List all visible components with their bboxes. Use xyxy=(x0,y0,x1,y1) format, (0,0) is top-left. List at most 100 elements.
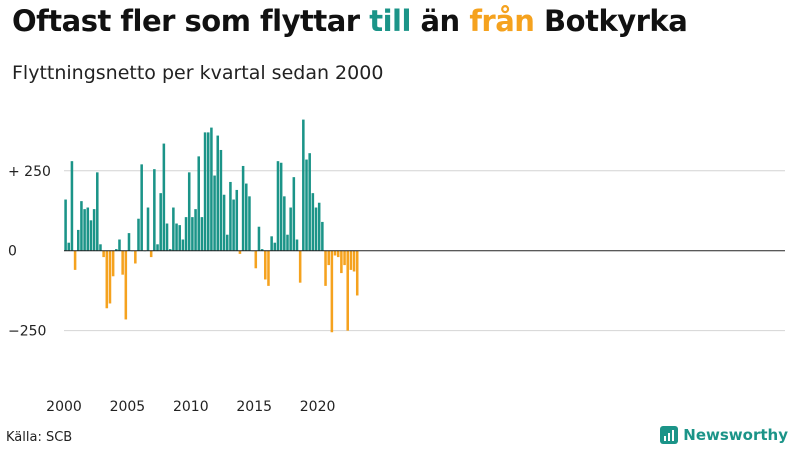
bar xyxy=(222,194,226,251)
bar xyxy=(355,250,359,296)
bar xyxy=(153,169,156,251)
bar xyxy=(175,223,178,251)
bar xyxy=(70,161,74,251)
bar xyxy=(257,226,261,251)
bar xyxy=(80,201,83,251)
bar xyxy=(248,196,251,251)
bar xyxy=(292,177,296,251)
bar xyxy=(187,172,191,251)
bar xyxy=(245,183,248,251)
title-word-till: till xyxy=(369,4,411,38)
x-tick-label: 2005 xyxy=(110,399,146,415)
bar xyxy=(260,249,264,251)
bar xyxy=(235,189,239,251)
y-tick-label: −250 xyxy=(8,324,46,340)
chart-subtitle: Flyttningsnetto per kvartal sedan 2000 xyxy=(12,62,384,84)
bar xyxy=(206,132,210,251)
bar xyxy=(343,250,346,266)
bar xyxy=(121,250,124,275)
bar xyxy=(241,165,245,251)
bar xyxy=(115,249,118,251)
brand-name: Newsworthy xyxy=(683,426,788,444)
bar xyxy=(349,250,353,270)
bar xyxy=(305,159,308,251)
bar xyxy=(67,242,71,251)
bar xyxy=(238,250,242,254)
bar xyxy=(149,250,153,258)
title-part2: än xyxy=(410,4,470,38)
bar xyxy=(232,199,235,251)
bar xyxy=(270,236,273,251)
bar xyxy=(317,202,321,251)
bar xyxy=(311,193,315,251)
bar xyxy=(86,207,90,251)
bar xyxy=(111,250,115,277)
bar xyxy=(83,209,86,251)
bar xyxy=(200,217,204,251)
title-part3: Botkyrka xyxy=(534,4,688,38)
bar xyxy=(333,250,337,256)
bar xyxy=(254,250,258,269)
bar xyxy=(213,175,216,251)
bar xyxy=(77,229,80,251)
bar xyxy=(336,250,340,258)
bar xyxy=(346,250,349,331)
y-tick-label: 0 xyxy=(8,244,17,260)
bar xyxy=(340,250,343,274)
bar xyxy=(283,196,286,251)
bar xyxy=(191,217,194,251)
bar xyxy=(162,143,166,251)
bar xyxy=(225,234,229,251)
bar xyxy=(172,207,175,251)
bar xyxy=(216,135,220,251)
bar xyxy=(99,244,102,251)
bar xyxy=(352,250,356,272)
bar xyxy=(165,223,169,251)
bar xyxy=(108,250,112,304)
bar xyxy=(124,250,128,320)
x-tick-label: 2020 xyxy=(300,399,336,415)
title-part1: Oftast fler som flyttar xyxy=(12,4,370,38)
bar xyxy=(267,250,270,286)
bar xyxy=(89,220,93,251)
bar xyxy=(314,207,318,251)
bar xyxy=(295,239,299,251)
bar xyxy=(302,119,305,251)
bar xyxy=(330,250,334,333)
bar xyxy=(96,172,99,251)
bar xyxy=(159,193,162,251)
bar xyxy=(194,209,197,251)
y-tick-label: + 250 xyxy=(8,164,51,180)
newsworthy-icon xyxy=(660,426,679,444)
bar xyxy=(327,250,330,266)
bar xyxy=(264,250,267,280)
bar xyxy=(279,162,283,251)
bar xyxy=(146,207,150,251)
bar xyxy=(102,250,105,258)
bar xyxy=(324,250,327,286)
x-tick-label: 2000 xyxy=(46,399,82,415)
bar xyxy=(178,225,181,251)
bar xyxy=(184,217,188,251)
bar xyxy=(140,164,143,251)
bar xyxy=(219,149,223,251)
bar xyxy=(210,127,213,251)
bar xyxy=(229,181,232,251)
bar xyxy=(105,250,109,309)
bar xyxy=(197,156,200,251)
bar xyxy=(64,199,67,251)
bar xyxy=(276,161,280,251)
bar xyxy=(118,239,121,251)
bar xyxy=(286,234,289,251)
bar xyxy=(156,244,159,251)
bar xyxy=(289,207,292,251)
bar xyxy=(73,250,77,270)
brand-logo: Newsworthy xyxy=(660,426,788,444)
bar xyxy=(273,242,277,251)
chart-title: Oftast fler som flyttar till än från Bot… xyxy=(12,4,688,38)
x-tick-label: 2010 xyxy=(173,399,209,415)
bar xyxy=(92,209,96,251)
bar xyxy=(181,239,185,251)
bar xyxy=(137,218,140,251)
